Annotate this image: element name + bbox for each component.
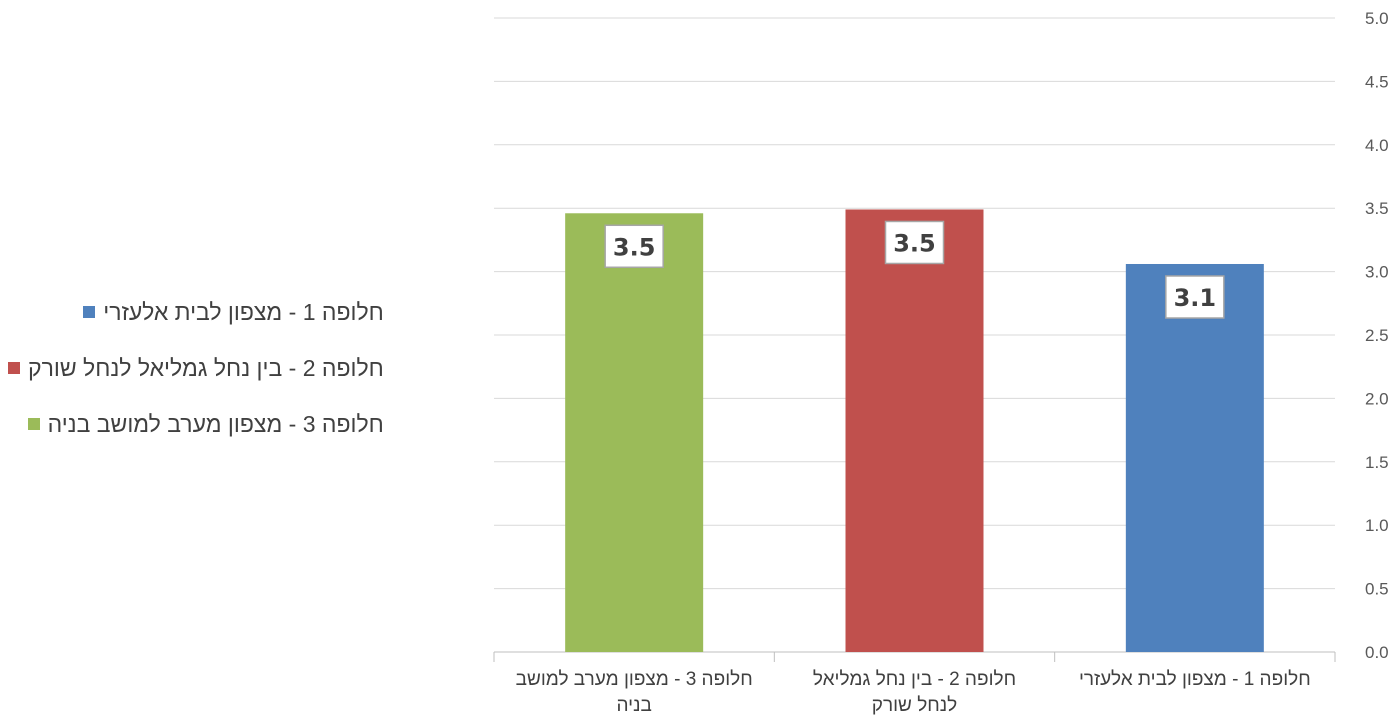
data-label-box-3 <box>604 224 664 269</box>
legend: חלופה 1 - מצפון לבית אלעזרי חלופה 2 - בי… <box>8 284 384 452</box>
y-tick-label-9: 4.5 <box>1365 72 1389 91</box>
y-tick-label-7: 3.5 <box>1365 199 1389 218</box>
y-tick-label-0: 0.0 <box>1365 643 1389 662</box>
y-tick-label-8: 4.0 <box>1365 136 1389 155</box>
bars <box>565 209 1264 652</box>
y-tick-label-10: 5.0 <box>1365 9 1389 28</box>
y-tick-label-6: 3.0 <box>1365 263 1389 282</box>
y-tick-label-2: 1.0 <box>1365 516 1389 535</box>
x-category-label-2-2: לנחל שורק <box>872 695 957 716</box>
y-tick-label-1: 0.5 <box>1365 580 1389 599</box>
legend-item-3: חלופה 3 - מצפון מערב למושב בניה <box>8 396 384 452</box>
bar-2 <box>845 209 984 652</box>
x-category-label-3-2: בניה <box>616 695 651 716</box>
legend-swatch-3 <box>27 418 40 430</box>
data-label-box-1 <box>1165 275 1225 319</box>
y-tick-label-5: 2.5 <box>1365 326 1389 345</box>
y-tick-label-3: 1.5 <box>1365 453 1389 472</box>
bar-3 <box>565 213 704 652</box>
x-axis: חלופה 1 - מצפון לבית אלעזרי חלופה 2 - בין… <box>493 652 1336 716</box>
data-label-3: 3.5 <box>613 233 656 261</box>
legend-item-2: חלופה 2 - בין נחל גמליאל לנחל שורק <box>8 340 384 396</box>
data-labels: 3.1 3.5 3.5 <box>604 220 1225 319</box>
legend-swatch-2 <box>8 362 20 374</box>
legend-swatch-1 <box>83 306 96 318</box>
y-axis-ticks: 0.0 0.5 1.0 1.5 2.0 2.5 3.0 3.5 4.0 4.5 5.0 <box>1365 9 1389 662</box>
data-label-box-2 <box>884 220 945 265</box>
bar-1 <box>1125 263 1264 652</box>
y-tick-label-4: 2.0 <box>1365 389 1389 408</box>
data-label-1: 3.1 <box>1174 284 1217 312</box>
x-category-label-1-1: חלופה 1 - מצפון לבית אלעזרי <box>1079 669 1311 690</box>
legend-item-1: חלופה 1 - מצפון לבית אלעזרי <box>8 284 384 340</box>
legend-label-3: חלופה 3 - מצפון מערב למושב בניה <box>47 410 384 437</box>
data-label-2: 3.5 <box>893 229 936 257</box>
x-category-label-2-1: חלופה 2 - בין נחל גמליאל <box>813 669 1016 690</box>
legend-label-2: חלופה 2 - בין נחל גמליאל לנחל שורק <box>28 354 384 381</box>
legend-label-1: חלופה 1 - מצפון לבית אלעזרי <box>103 298 384 325</box>
x-category-label-3-1: חלופה 3 - מצפון מערב למושב <box>516 669 753 690</box>
